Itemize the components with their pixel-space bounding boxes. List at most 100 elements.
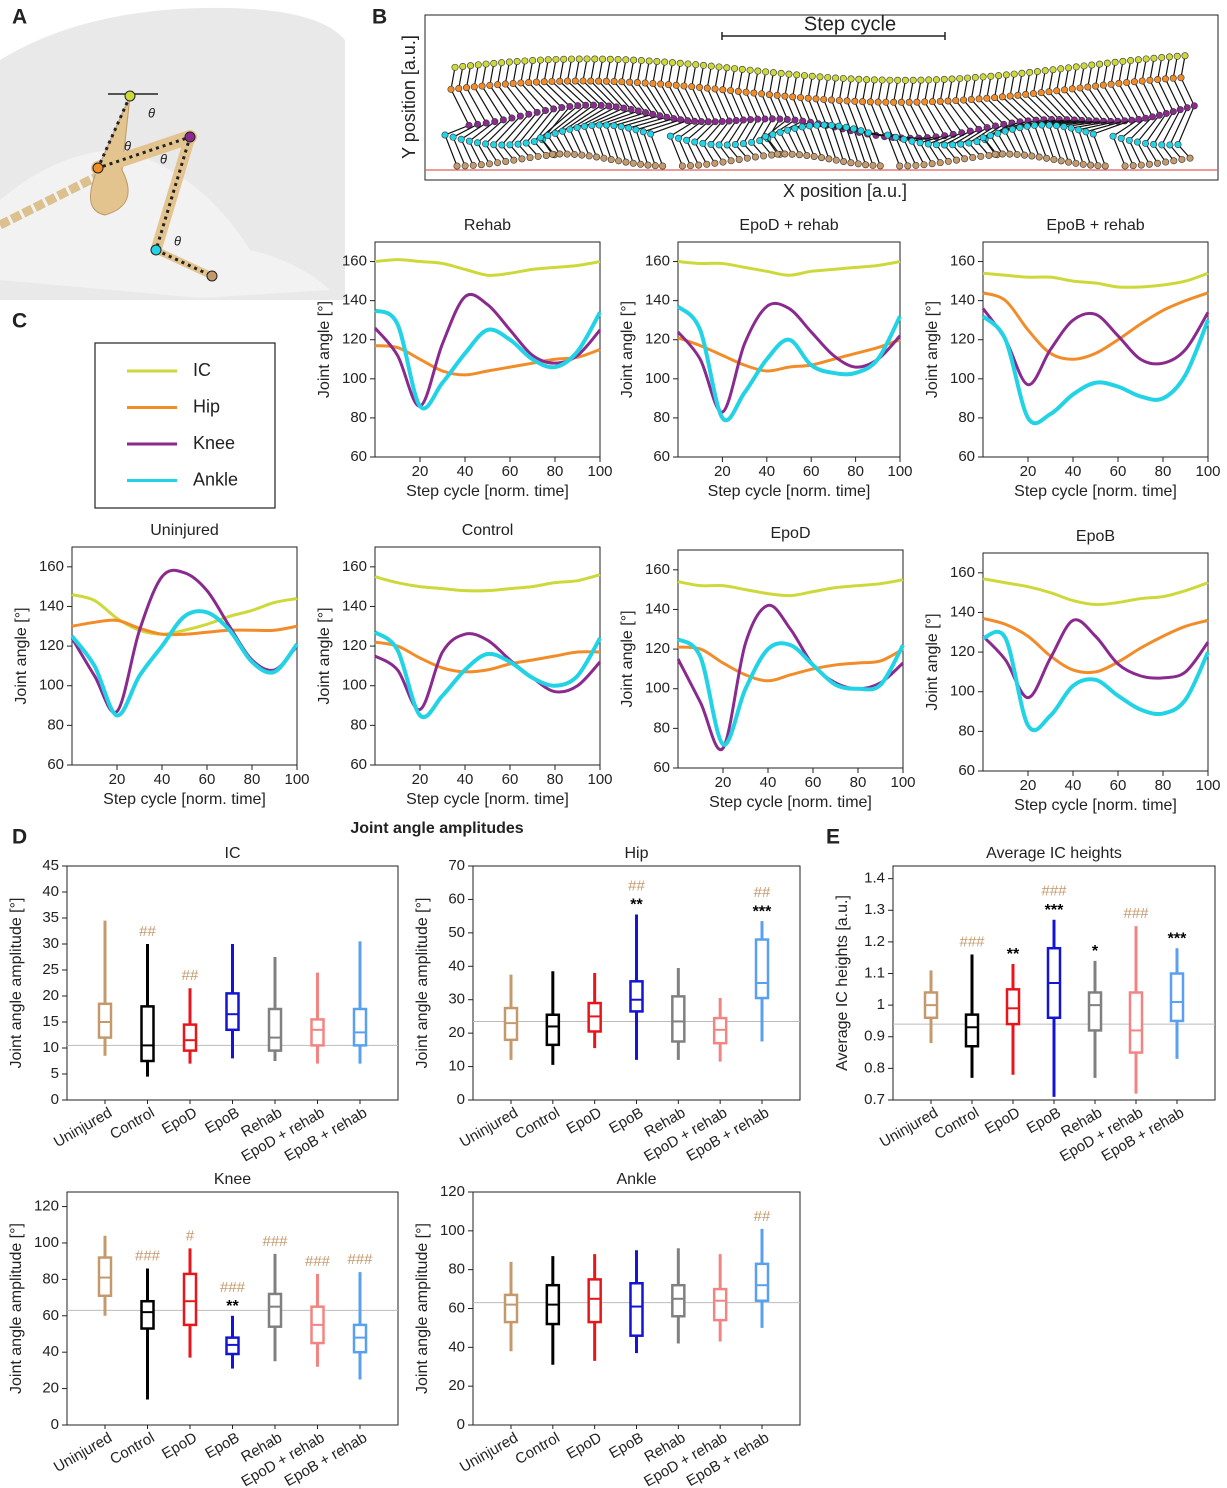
x-tick-label: 60 bbox=[502, 771, 519, 788]
stick-joint bbox=[840, 75, 846, 81]
stick-joint bbox=[966, 140, 972, 146]
stick-joint bbox=[1058, 158, 1064, 164]
x-axis-label: Step cycle [norm. time] bbox=[103, 791, 266, 808]
y-tick-label: 140 bbox=[39, 597, 64, 614]
panel-label: A bbox=[12, 6, 27, 29]
y-tick-label: 35 bbox=[42, 909, 59, 926]
y-tick-label: 1 bbox=[877, 996, 885, 1013]
y-tick-label: 100 bbox=[645, 680, 670, 697]
stick-joint bbox=[1123, 79, 1129, 85]
stick-joint bbox=[595, 78, 601, 84]
stick-joint bbox=[642, 109, 648, 115]
stick-joint bbox=[797, 94, 803, 100]
stick-joint bbox=[698, 118, 704, 124]
significance-hash: # bbox=[186, 1227, 195, 1244]
stick-joint bbox=[522, 58, 528, 64]
stick-joint bbox=[552, 130, 558, 136]
stick-joint bbox=[572, 78, 578, 84]
x-tick-label: 20 bbox=[1020, 463, 1037, 480]
stick-joint bbox=[584, 56, 590, 62]
chart-title: EpoB + rehab bbox=[1046, 217, 1144, 234]
stick-joint bbox=[642, 80, 648, 86]
stick-joint bbox=[727, 87, 733, 93]
stick-joint bbox=[483, 120, 489, 126]
y-tick-label: 120 bbox=[342, 637, 367, 654]
stick-joint bbox=[784, 116, 790, 122]
y-tick-label: 0 bbox=[457, 1091, 465, 1108]
stick-joint bbox=[487, 82, 493, 88]
x-tick-label: 20 bbox=[109, 771, 126, 788]
stick-joint bbox=[654, 58, 660, 64]
legend-label: Knee bbox=[193, 433, 235, 453]
y-tick-label: 100 bbox=[950, 370, 975, 387]
stick-joint bbox=[589, 122, 595, 128]
stick-joint bbox=[1126, 137, 1132, 143]
stick-joint bbox=[625, 125, 631, 131]
y-tick-label: 120 bbox=[39, 637, 64, 654]
stick-joint bbox=[466, 138, 472, 144]
x-tick-label: 60 bbox=[1110, 777, 1127, 794]
stick-joint bbox=[933, 76, 939, 82]
stick-joint bbox=[972, 74, 978, 80]
stick-joint bbox=[621, 105, 627, 111]
stick-joint bbox=[814, 122, 820, 128]
stick-joint bbox=[564, 151, 570, 157]
stick-joint bbox=[875, 99, 881, 105]
stick-joint bbox=[691, 118, 697, 124]
x-axis-label: Step cycle [norm. time] bbox=[406, 483, 569, 500]
stick-joint bbox=[1039, 122, 1045, 128]
stick-joint bbox=[945, 158, 951, 164]
x-axis-label: Step cycle [norm. time] bbox=[1014, 483, 1177, 500]
stick-joint bbox=[758, 91, 764, 97]
stick-joint bbox=[1120, 58, 1126, 64]
stick-joint bbox=[1175, 141, 1181, 147]
stick-joint bbox=[804, 152, 810, 158]
box bbox=[312, 1019, 324, 1045]
box bbox=[672, 1285, 684, 1316]
stick-joint bbox=[1135, 57, 1141, 63]
stick-joint bbox=[957, 75, 963, 81]
stick-joint bbox=[1159, 142, 1165, 148]
stick-joint bbox=[1162, 76, 1168, 82]
stick-joint bbox=[557, 151, 563, 157]
stick-joint bbox=[491, 60, 497, 66]
stick-joint bbox=[825, 74, 831, 80]
stick-joint bbox=[1142, 140, 1148, 146]
y-tick-label: 60 bbox=[448, 1299, 465, 1316]
stick-joint bbox=[695, 162, 701, 168]
box bbox=[966, 1015, 978, 1047]
stick-joint bbox=[1089, 62, 1095, 68]
stick-joint bbox=[640, 129, 646, 135]
stick-joint bbox=[1075, 127, 1081, 133]
stick-joint bbox=[1073, 64, 1079, 70]
stick-joint bbox=[1046, 122, 1052, 128]
stick-joint bbox=[1003, 72, 1009, 78]
y-axis-label: Joint angle amplitude [°] bbox=[8, 1223, 25, 1394]
stick-joint bbox=[583, 102, 589, 108]
box bbox=[184, 1274, 196, 1325]
stick-joint bbox=[675, 135, 681, 141]
stick-joint bbox=[833, 157, 839, 163]
box bbox=[184, 1025, 196, 1051]
stick-joint bbox=[1095, 162, 1101, 168]
x-tick-label: 60 bbox=[1110, 463, 1127, 480]
stick-joint bbox=[1083, 129, 1089, 135]
stick-joint bbox=[978, 153, 984, 159]
stick-joint bbox=[1162, 159, 1168, 165]
x-tick-label: EpoD bbox=[564, 1429, 605, 1463]
box bbox=[227, 993, 239, 1029]
stick-joint bbox=[987, 132, 993, 138]
box bbox=[756, 1264, 768, 1301]
stick-joint bbox=[1029, 153, 1035, 159]
stick-joint bbox=[784, 127, 790, 133]
stick-joint bbox=[669, 59, 675, 65]
stick-joint bbox=[557, 78, 563, 84]
stick-joint bbox=[645, 162, 651, 168]
box bbox=[589, 1279, 601, 1322]
stick-joint bbox=[719, 118, 725, 124]
stick-joint bbox=[901, 136, 907, 142]
stick-joint bbox=[712, 160, 718, 166]
y-tick-label: 80 bbox=[448, 1261, 465, 1278]
x-tick-label: Control bbox=[107, 1104, 157, 1143]
stick-joint bbox=[999, 151, 1005, 157]
